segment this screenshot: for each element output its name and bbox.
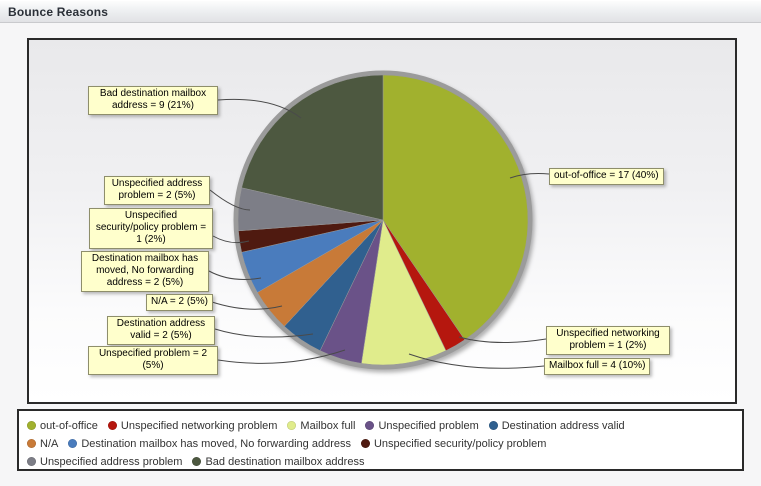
pie-chart	[208, 70, 550, 370]
legend-item-address-valid: Destination address valid	[488, 419, 625, 432]
callout-pointer-address-valid	[214, 328, 314, 338]
callout-pointer-out-of-office	[509, 173, 550, 179]
legend-item-out-of-office: out-of-office	[27, 420, 98, 432]
callout-pointer-mailbox-moved	[208, 270, 262, 280]
callout-address-valid: Destination address valid = 2 (5%)	[107, 316, 215, 345]
legend-item-security-policy: Unspecified security/policy problem	[360, 437, 547, 450]
callout-pointers	[208, 98, 550, 369]
legend-dot-unspecified-problem	[365, 421, 375, 430]
legend-item-na: N/A	[27, 438, 58, 450]
chart-legend: out-of-office Unspecified networking pro…	[17, 409, 744, 471]
callout-bad-destination: Bad destination mailbox address = 9 (21%…	[88, 86, 218, 115]
callout-pointer-unspecified-problem	[217, 349, 346, 364]
legend-row-3: Unspecified address problem Bad destinat…	[27, 453, 734, 470]
legend-label-networking: Unspecified networking problem	[120, 419, 278, 432]
legend-dot-out-of-office	[27, 421, 36, 430]
callout-pointer-networking	[458, 336, 547, 344]
legend-dot-unspecified-address	[27, 457, 36, 466]
pie-slice-out-of-office[interactable]	[382, 74, 529, 341]
callout-unspecified-problem: Unspecified problem = 2 (5%)	[88, 346, 218, 375]
callout-pointer-na	[211, 301, 283, 310]
legend-label-address-valid: Destination address valid	[501, 419, 625, 432]
legend-row-2: N/A Destination mailbox has moved, No fo…	[27, 435, 734, 452]
page-title: Bounce Reasons	[8, 5, 109, 19]
legend-label-mailbox-full: Mailbox full	[300, 419, 356, 432]
callout-pointer-unspecified-address	[209, 189, 251, 211]
legend-dot-networking	[107, 421, 117, 430]
legend-label-out-of-office: out-of-office	[40, 419, 98, 432]
legend-dot-mailbox-full	[287, 421, 297, 430]
legend-row-1: out-of-office Unspecified networking pro…	[27, 417, 734, 434]
callout-mailbox-moved: Destination mailbox has moved, No forwar…	[81, 251, 209, 292]
pie-slice-mailbox-full[interactable]	[361, 219, 447, 366]
legend-item-unspecified-address: Unspecified address problem	[27, 456, 182, 468]
legend-label-bad-destination: Bad destination mailbox address	[205, 455, 365, 468]
callout-pointer-bad-destination	[217, 98, 302, 119]
legend-label-mailbox-moved: Destination mailbox has moved, No forwar…	[81, 437, 351, 450]
pie-slice-bad-destination-mailbox-address[interactable]	[241, 74, 384, 221]
callout-na: N/A = 2 (5%)	[146, 294, 213, 311]
legend-label-unspecified-problem: Unspecified problem	[378, 419, 479, 432]
legend-item-mailbox-moved: Destination mailbox has moved, No forwar…	[68, 438, 351, 450]
legend-item-unspecified-problem: Unspecified problem	[365, 419, 479, 432]
pie-slices	[237, 74, 529, 366]
callout-mailbox-full: Mailbox full = 4 (10%)	[544, 358, 651, 375]
page-header: Bounce Reasons	[0, 0, 761, 23]
callout-pointer-security-policy	[212, 235, 250, 244]
legend-label-security-policy: Unspecified security/policy problem	[373, 437, 547, 450]
legend-dot-security-policy	[360, 439, 370, 448]
callout-pointer-mailbox-full	[408, 353, 545, 369]
legend-dot-na	[27, 439, 36, 448]
chart-panel: Bad destination mailbox address = 9 (21%…	[27, 38, 737, 404]
callout-security-policy: Unspecified security/policy problem = 1 …	[89, 208, 213, 249]
legend-label-unspecified-address: Unspecified address problem	[40, 455, 183, 468]
legend-item-mailbox-full: Mailbox full	[287, 420, 355, 432]
callout-out-of-office: out-of-office = 17 (40%)	[549, 168, 664, 185]
legend-dot-address-valid	[488, 421, 498, 430]
callout-unspecified-address: Unspecified address problem = 2 (5%)	[104, 176, 210, 205]
callout-networking: Unspecified networking problem = 1 (2%)	[546, 326, 670, 355]
legend-item-networking: Unspecified networking problem	[107, 419, 278, 432]
legend-dot-bad-destination	[192, 457, 202, 466]
legend-label-na: N/A	[40, 437, 59, 450]
legend-dot-mailbox-moved	[68, 439, 78, 448]
legend-item-bad-destination: Bad destination mailbox address	[192, 456, 364, 468]
